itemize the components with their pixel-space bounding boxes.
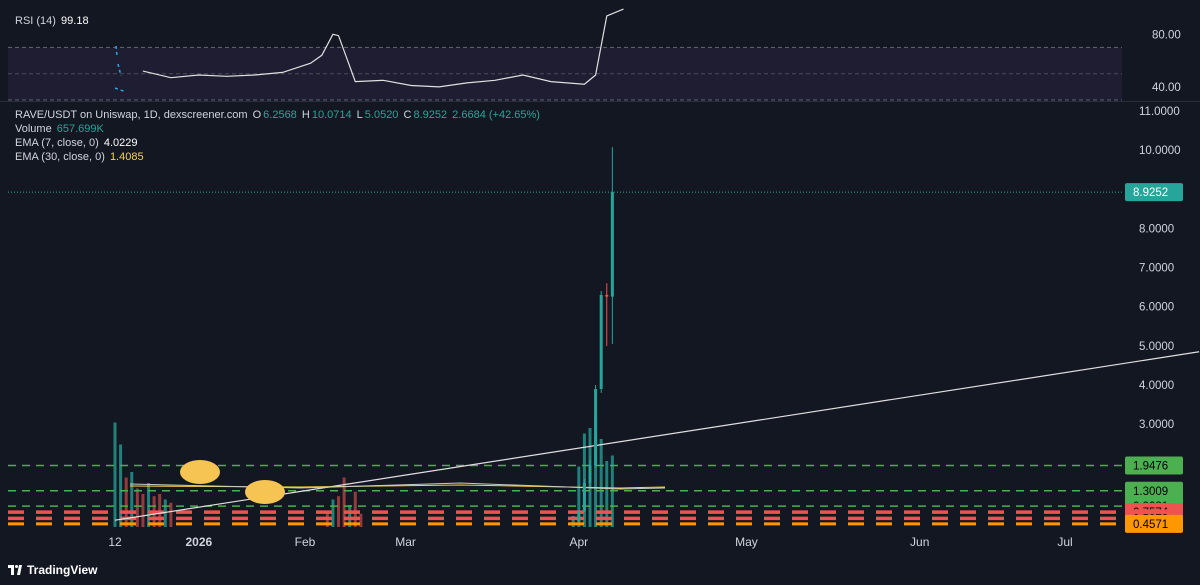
close-value: 8.9252 [413,109,448,121]
candle-body [594,388,598,466]
volume-bar [359,513,363,527]
price-label-box [1125,481,1183,500]
volume-bar [594,417,598,527]
volume-bar [147,483,151,527]
price-label-box [1125,456,1183,475]
volume-bar [119,444,123,527]
candle-body [605,294,609,297]
volume-bar [130,472,134,527]
volume-bar [135,488,139,527]
price-axis-tick: 7.0000 [1139,263,1174,275]
price-label-box [1125,514,1183,533]
change-value: 2.6684 (+42.65%) [452,109,540,121]
price-axis-tick: 10.0000 [1139,145,1181,157]
rsi-legend: RSI (14) 99.18 [15,14,91,28]
open-key: O [252,109,262,121]
ema30-legend: EMA (30, close, 0) 1.4085 [15,150,146,164]
volume-bar [113,422,117,527]
candle-body [577,511,581,522]
rsi-legend-value: 99.18 [61,15,89,27]
volume-bar [571,516,575,527]
hand-emoji-icon [180,460,220,484]
tradingview-mark-icon [8,565,22,575]
volume-bar [577,466,581,527]
volume-bar [141,494,145,527]
volume-bar [353,491,357,527]
high-key: H [301,109,310,121]
rsi-line [142,8,624,88]
time-axis-tick: Apr [569,535,588,549]
time-axis-tick: Jul [1057,535,1072,549]
rsi-axis-tick: 40.00 [1152,82,1181,94]
time-axis-tick: Jun [910,535,929,549]
volume-bar [348,505,352,527]
price-axis-tick: 5.0000 [1139,341,1174,353]
volume-value: 657.699K [56,123,104,135]
price-axis-tick: 8.0000 [1139,223,1174,235]
candle-body [582,482,586,512]
price-label-box [1125,183,1183,202]
volume-bar [163,499,167,527]
time-axis-tick: 2026 [185,535,212,549]
ema30-value: 1.4085 [109,151,144,163]
volume-bar [342,477,346,527]
price-label: 1.9476 [1133,460,1168,472]
high-value: 10.0714 [311,109,352,121]
price-axis-tick: 4.0000 [1139,380,1174,392]
volume-bar [605,461,609,527]
time-axis-tick: Mar [395,535,416,549]
ema7-line [129,482,666,490]
volume-legend: Volume 657.699K [15,122,106,136]
volume-bar [331,499,335,527]
candle-body [610,192,614,297]
price-label: 1.3009 [1133,486,1168,498]
price-axis-tick: 11.0000 [1139,106,1180,118]
low-value: 5.0520 [364,109,399,121]
trend-line [114,351,1200,521]
time-axis-tick: May [735,535,758,549]
candle-body [588,465,592,483]
price-axis-tick: 6.0000 [1139,302,1174,314]
volume-bar [599,439,603,527]
ema7-label: EMA (7, close, 0) [15,137,99,149]
symbol-name[interactable]: RAVE/USDT on Uniswap, 1D, dexscreener.co… [15,109,248,121]
time-axis-tick: Feb [295,535,316,549]
rsi-drawing [114,45,127,93]
ema30-label: EMA (30, close, 0) [15,151,105,163]
symbol-legend: RAVE/USDT on Uniswap, 1D, dexscreener.co… [15,108,542,122]
volume-bar [169,502,173,527]
candle-body [599,294,603,389]
hand-emoji-icon [245,480,285,504]
time-axis-tick: 12 [108,535,122,549]
tradingview-brand: TradingView [27,563,98,577]
volume-bar [337,496,341,527]
price-label: 8.9252 [1133,187,1168,199]
low-key: L [356,109,363,121]
volume-label: Volume [15,123,52,135]
rsi-axis-tick: 80.00 [1152,29,1181,41]
open-value: 6.2568 [263,109,297,121]
rsi-legend-label: RSI (14) [15,15,56,27]
volume-bar [124,477,128,527]
price-label: 0.4571 [1133,519,1168,531]
close-key: C [403,109,412,121]
price-axis-tick: 3.0000 [1139,419,1174,431]
tradingview-logo[interactable]: TradingView [8,563,97,577]
ema7-value: 4.0229 [103,137,138,149]
ema7-legend: EMA (7, close, 0) 4.0229 [15,136,139,150]
